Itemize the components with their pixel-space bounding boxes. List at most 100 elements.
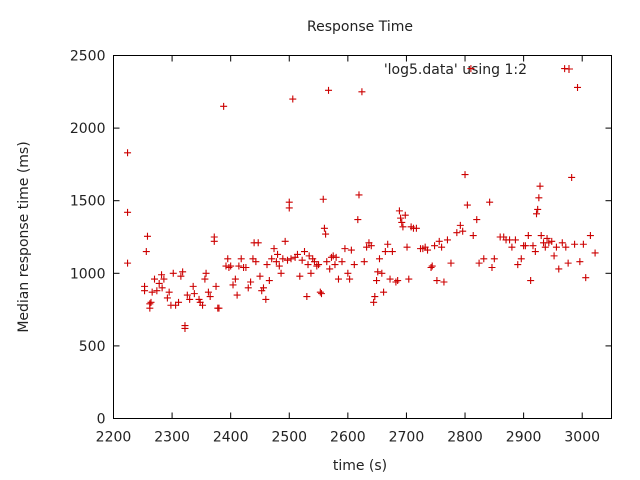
data-point <box>380 288 388 296</box>
data-point <box>315 261 323 269</box>
data-point <box>392 278 400 286</box>
data-point <box>424 246 432 254</box>
data-point <box>229 281 237 289</box>
data-point <box>374 268 382 276</box>
data-point <box>486 198 494 206</box>
data-point <box>244 284 252 292</box>
data-point <box>405 275 413 283</box>
data-point <box>215 304 223 312</box>
data-point <box>285 198 293 206</box>
data-point <box>268 255 276 263</box>
data-point <box>322 230 330 238</box>
data-point <box>427 263 435 271</box>
data-point <box>398 218 406 226</box>
data-point <box>323 258 331 266</box>
data-point <box>296 272 304 280</box>
legend-label: 'log5.data' using 1:2 <box>384 62 527 78</box>
data-point <box>142 248 150 256</box>
data-point <box>148 288 156 296</box>
data-point <box>189 282 197 290</box>
data-point <box>195 295 203 303</box>
x-tick-label: 2500 <box>271 430 307 446</box>
data-point <box>545 239 553 247</box>
data-point <box>386 275 394 283</box>
data-point <box>320 224 328 232</box>
data-point <box>169 269 177 277</box>
data-point <box>456 221 464 229</box>
data-point <box>220 102 228 110</box>
y-tick-label: 1000 <box>70 266 106 282</box>
data-point <box>574 83 582 91</box>
x-axis-label: time (s) <box>333 458 387 474</box>
data-point <box>313 262 321 270</box>
data-point <box>317 290 325 298</box>
data-point <box>541 243 549 251</box>
data-point <box>247 278 255 286</box>
data-point <box>490 255 498 263</box>
data-point <box>473 216 481 224</box>
data-point <box>258 287 266 295</box>
x-tick-label: 2700 <box>389 430 425 446</box>
data-point <box>202 269 210 277</box>
data-point <box>146 304 154 312</box>
data-point <box>378 269 386 277</box>
data-point <box>172 301 180 309</box>
y-tick-label: 2500 <box>70 49 106 65</box>
data-point <box>558 239 566 247</box>
data-point <box>262 295 270 303</box>
data-point <box>461 171 469 179</box>
data-point <box>175 298 183 306</box>
data-point <box>480 255 488 263</box>
data-point <box>438 243 446 251</box>
data-point <box>548 237 556 245</box>
data-point <box>274 250 282 258</box>
data-point <box>564 259 572 267</box>
data-point <box>181 324 189 332</box>
data-point <box>270 245 278 253</box>
data-point <box>254 239 262 247</box>
data-point <box>517 255 525 263</box>
y-tick-label: 1500 <box>70 194 106 210</box>
x-tick-label: 2800 <box>447 430 483 446</box>
data-point <box>555 265 563 273</box>
data-point <box>252 258 260 266</box>
data-point <box>447 259 455 267</box>
data-point <box>469 232 477 240</box>
data-point <box>329 252 337 260</box>
data-point <box>576 258 584 266</box>
data-point <box>552 243 560 251</box>
data-point <box>568 173 576 181</box>
data-point <box>141 282 149 290</box>
data-point <box>310 258 318 266</box>
data-point <box>190 290 198 298</box>
data-point <box>147 298 155 306</box>
chart-title: Response Time <box>307 19 413 35</box>
data-point <box>394 277 402 285</box>
data-point <box>459 227 467 235</box>
data-point <box>309 255 317 263</box>
data-point <box>582 274 590 282</box>
data-point <box>305 252 313 260</box>
data-point <box>316 288 324 296</box>
data-point <box>124 149 132 157</box>
data-point <box>543 234 551 242</box>
data-point <box>272 258 280 266</box>
data-point <box>225 263 233 271</box>
legend: 'log5.data' using 1:2 <box>384 62 573 78</box>
data-points <box>124 65 599 332</box>
data-point <box>281 237 289 245</box>
x-tick-label: 2600 <box>330 430 366 446</box>
data-point <box>463 201 471 209</box>
data-point <box>561 65 569 73</box>
data-point <box>300 248 308 256</box>
data-point <box>433 277 441 285</box>
data-point <box>511 236 519 244</box>
y-axis-label: Median response time (ms) <box>16 141 32 332</box>
data-point <box>331 261 339 269</box>
data-point <box>488 263 496 271</box>
data-point <box>467 65 475 73</box>
data-point <box>388 248 396 256</box>
data-point <box>177 272 185 280</box>
axis-ticks <box>113 55 612 419</box>
